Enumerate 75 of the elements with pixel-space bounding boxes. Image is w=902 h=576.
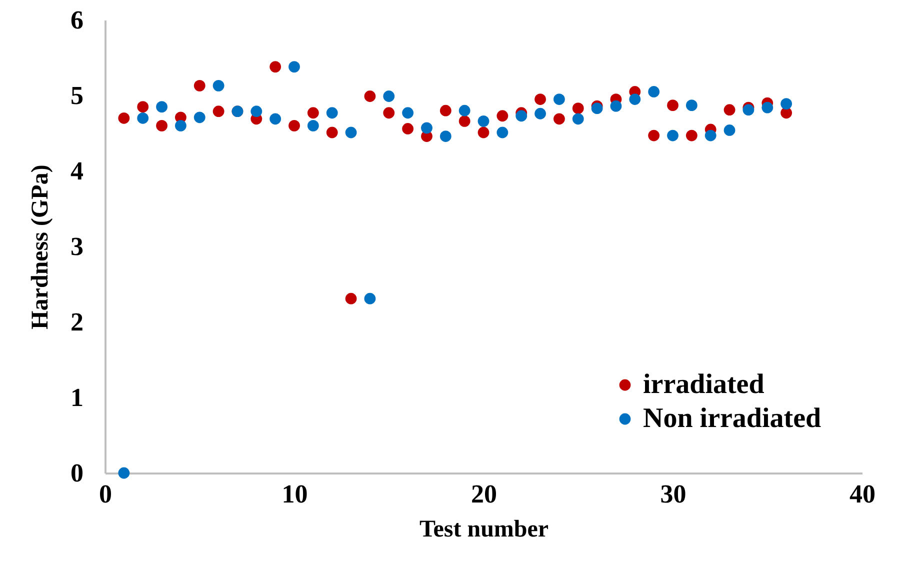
point: [667, 100, 678, 112]
point: [724, 124, 736, 136]
point: [742, 104, 754, 116]
point: [156, 101, 168, 113]
point: [458, 115, 470, 127]
y-axis-title: Hardness (GPa): [28, 164, 54, 330]
point: [496, 110, 508, 122]
point: [326, 107, 338, 119]
point: [250, 106, 262, 118]
point: [534, 94, 546, 105]
x-tick-label: 0: [99, 480, 112, 508]
legend-label: Non irradiated: [643, 403, 822, 434]
point: [667, 130, 678, 142]
y-tick-label: 6: [70, 6, 84, 34]
x-tick-label: 20: [471, 480, 497, 508]
point: [345, 126, 357, 138]
point: [458, 104, 470, 116]
point: [383, 90, 395, 102]
point: [383, 107, 395, 119]
point: [572, 113, 584, 125]
point: [648, 86, 660, 98]
point: [478, 115, 490, 127]
point: [554, 113, 565, 125]
point: [288, 61, 300, 72]
point: [364, 292, 376, 304]
point: [270, 113, 282, 125]
point: [402, 107, 414, 119]
point: [496, 126, 508, 138]
point: [326, 126, 338, 138]
point: [516, 110, 528, 122]
point: [440, 130, 452, 142]
x-tick-label: 10: [282, 480, 308, 508]
x-tick-label: 40: [850, 480, 876, 508]
point: [440, 104, 452, 116]
y-tick-label: 5: [70, 81, 84, 110]
point: [704, 130, 716, 142]
y-tick-label: 3: [70, 232, 84, 261]
point: [478, 126, 490, 138]
y-tick-label: 2: [70, 308, 84, 336]
point: [686, 130, 698, 142]
point: [212, 80, 224, 92]
point: [307, 120, 319, 132]
point: [156, 120, 168, 132]
point: [345, 292, 357, 304]
point: [175, 120, 186, 132]
point: [591, 102, 603, 114]
point: [534, 108, 546, 120]
point: [118, 112, 130, 124]
point: [288, 120, 300, 132]
y-tick-label: 1: [70, 383, 84, 412]
point: [610, 100, 622, 112]
point: [629, 94, 641, 105]
legend-label: irradiated: [643, 369, 765, 400]
point: [137, 101, 149, 113]
point: [554, 94, 565, 105]
point: [212, 106, 224, 118]
point: [686, 100, 698, 112]
point: [307, 107, 319, 119]
point: [780, 98, 792, 110]
point: [402, 123, 414, 134]
point: [194, 80, 206, 92]
point: [137, 112, 149, 124]
point: [118, 467, 130, 479]
point: [762, 102, 774, 114]
point: [194, 112, 206, 124]
point: [572, 102, 584, 114]
point: [364, 90, 376, 102]
point: [724, 104, 736, 116]
y-tick-label: 0: [70, 458, 84, 488]
y-tick-label: 4: [70, 156, 84, 186]
point: [270, 61, 282, 72]
x-tick-label: 30: [660, 480, 686, 508]
x-axis-title: Test number: [419, 516, 549, 542]
point: [421, 122, 432, 134]
point: [648, 130, 660, 142]
